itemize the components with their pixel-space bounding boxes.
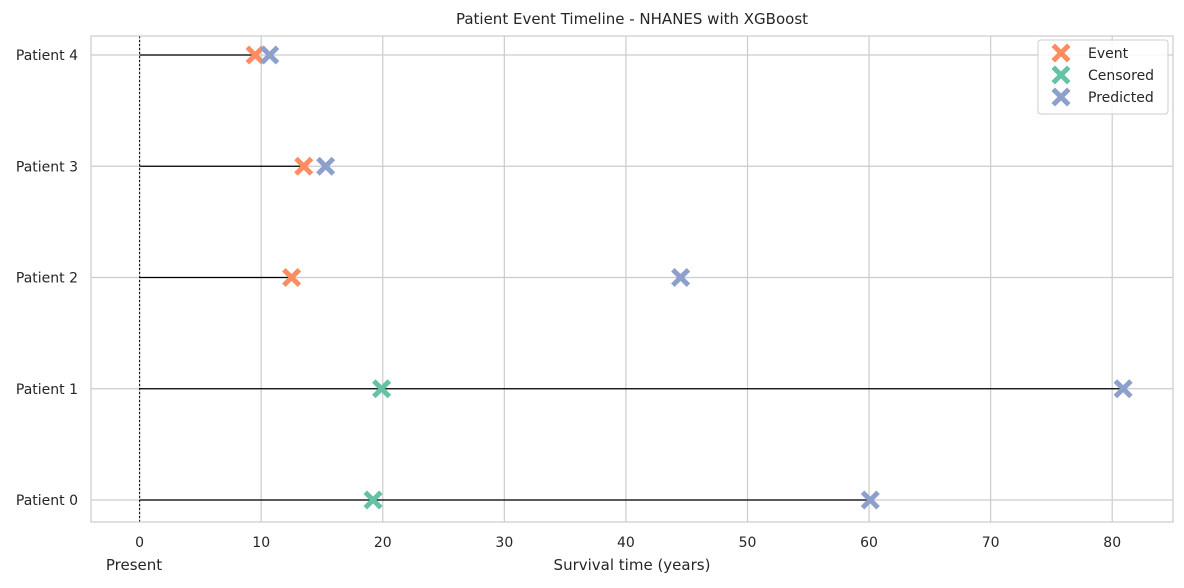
legend-censored-marker bbox=[1051, 65, 1071, 85]
censored-marker bbox=[372, 379, 392, 399]
chart-title: Patient Event Timeline - NHANES with XGB… bbox=[456, 10, 808, 28]
legend-predicted-label: Predicted bbox=[1088, 90, 1154, 106]
y-tick-label: Patient 2 bbox=[16, 271, 78, 287]
legend-censored-label: Censored bbox=[1088, 68, 1154, 84]
y-tick-label: Patient 3 bbox=[16, 159, 78, 175]
x-tick-labels: 0 10 20 30 40 50 60 70 80 bbox=[135, 535, 1121, 551]
x-tick-label: 10 bbox=[252, 535, 270, 551]
predicted-marker bbox=[860, 490, 880, 510]
x-tick-label: 30 bbox=[495, 535, 513, 551]
y-tick-label: Patient 0 bbox=[16, 493, 78, 509]
y-tick-label: Patient 1 bbox=[16, 382, 78, 398]
x-tick-label: 0 bbox=[135, 535, 144, 551]
predicted-marker bbox=[671, 267, 691, 288]
x-tick-label: 70 bbox=[982, 535, 1000, 551]
event-marker bbox=[282, 267, 302, 288]
marker-layer bbox=[245, 45, 1133, 510]
x-tick-label: 40 bbox=[617, 535, 635, 551]
predicted-marker bbox=[260, 45, 280, 65]
legend-predicted-marker bbox=[1051, 87, 1071, 107]
censored-marker bbox=[363, 490, 383, 510]
predicted-marker bbox=[1113, 379, 1133, 399]
x-tick-label: 80 bbox=[1103, 535, 1121, 551]
grid-layer bbox=[91, 36, 1173, 522]
plot-frame bbox=[90, 35, 1174, 523]
legend-event-label: Event bbox=[1088, 46, 1129, 62]
legend: Event Censored Predicted bbox=[1037, 39, 1169, 115]
legend-box bbox=[1037, 39, 1169, 115]
y-tick-label: Patient 4 bbox=[16, 48, 78, 64]
present-label: Present bbox=[106, 556, 162, 574]
x-axis-title: Survival time (years) bbox=[554, 556, 711, 574]
legend-entries: Event Censored Predicted bbox=[1051, 43, 1154, 107]
y-tick-labels: Patient 0 Patient 1 Patient 2 Patient 3 Pati… bbox=[16, 48, 78, 509]
x-tick-label: 20 bbox=[374, 535, 392, 551]
predicted-marker bbox=[316, 156, 336, 176]
event-marker bbox=[294, 156, 314, 176]
x-tick-label: 50 bbox=[739, 535, 757, 551]
legend-event-marker bbox=[1051, 43, 1071, 63]
x-tick-label: 60 bbox=[860, 535, 878, 551]
timeline-layer bbox=[139, 54, 1124, 501]
event-marker bbox=[245, 45, 265, 65]
